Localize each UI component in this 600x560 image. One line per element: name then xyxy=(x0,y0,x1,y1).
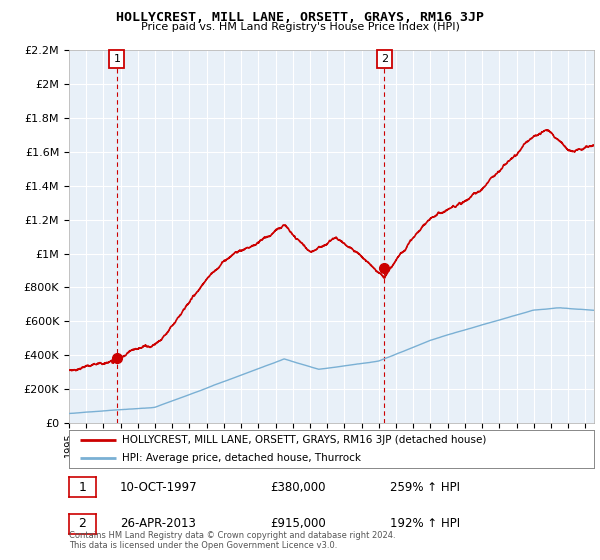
Text: 1: 1 xyxy=(113,54,121,64)
Text: 192% ↑ HPI: 192% ↑ HPI xyxy=(390,517,460,530)
Text: HOLLYCREST, MILL LANE, ORSETT, GRAYS, RM16 3JP (detached house): HOLLYCREST, MILL LANE, ORSETT, GRAYS, RM… xyxy=(121,435,486,445)
Text: 2: 2 xyxy=(79,517,86,530)
Text: Price paid vs. HM Land Registry's House Price Index (HPI): Price paid vs. HM Land Registry's House … xyxy=(140,22,460,32)
Text: 2: 2 xyxy=(381,54,388,64)
Text: Contains HM Land Registry data © Crown copyright and database right 2024.
This d: Contains HM Land Registry data © Crown c… xyxy=(69,530,395,550)
Text: 10-OCT-1997: 10-OCT-1997 xyxy=(120,480,197,494)
Text: HPI: Average price, detached house, Thurrock: HPI: Average price, detached house, Thur… xyxy=(121,453,361,463)
Text: 259% ↑ HPI: 259% ↑ HPI xyxy=(390,480,460,494)
Text: HOLLYCREST, MILL LANE, ORSETT, GRAYS, RM16 3JP: HOLLYCREST, MILL LANE, ORSETT, GRAYS, RM… xyxy=(116,11,484,24)
Text: 26-APR-2013: 26-APR-2013 xyxy=(120,517,196,530)
Text: 1: 1 xyxy=(79,480,86,494)
Text: £915,000: £915,000 xyxy=(270,517,326,530)
Text: £380,000: £380,000 xyxy=(270,480,325,494)
